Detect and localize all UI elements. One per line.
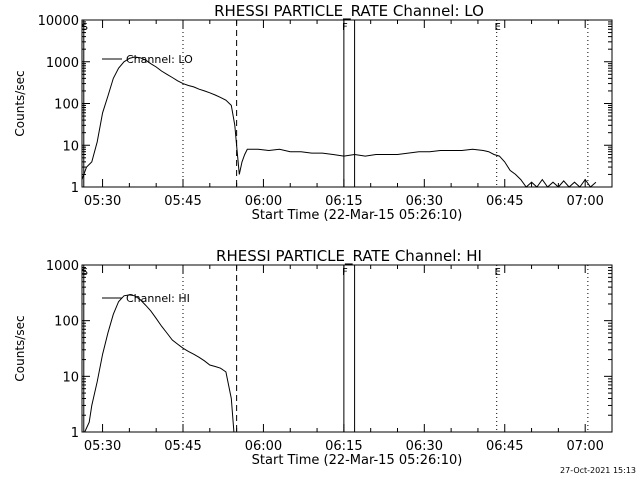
x-tick-label: 07:00: [566, 194, 603, 209]
x-tick-label: 06:45: [486, 439, 523, 454]
x-tick-label: 06:00: [245, 439, 282, 454]
y-tick-label: 1000: [46, 56, 79, 71]
plot-frame: [81, 19, 613, 188]
x-tick-label: 06:30: [406, 439, 443, 454]
event-marker-label: S: [82, 267, 88, 278]
x-tick-label: 05:30: [84, 439, 121, 454]
y-axis-label: Counts/sec: [13, 70, 27, 136]
series-line: [84, 294, 235, 433]
plot-frame: [81, 264, 613, 433]
event-marker-label: F: [342, 267, 348, 278]
x-tick-label: 06:15: [325, 439, 362, 454]
y-tick-label: 10: [62, 139, 79, 154]
x-tick-label: 06:30: [406, 194, 443, 209]
chart-2: RHESSI PARTICLE_RATE Channel: HI Counts/s…: [13, 247, 613, 468]
x-tick-label: 06:15: [325, 194, 362, 209]
y-tick-label: 1: [71, 426, 79, 441]
footer-timestamp: 27-Oct-2021 15:13: [560, 466, 636, 475]
event-marker-label: E: [495, 267, 501, 278]
y-axis-label: Counts/sec: [13, 315, 27, 381]
y-tick-label: 100: [54, 98, 79, 113]
x-tick-label: 06:00: [245, 194, 282, 209]
series-line: [81, 56, 597, 188]
x-tick-label: 07:00: [566, 439, 603, 454]
chart-title: RHESSI PARTICLE_RATE Channel: HI: [216, 247, 482, 266]
chart-title: RHESSI PARTICLE_RATE Channel: LO: [214, 2, 484, 21]
y-tick-label: 10: [62, 370, 79, 385]
y-tick-label: 10000: [38, 14, 79, 29]
x-tick-label: 05:45: [164, 439, 201, 454]
legend-label: Channel: HI: [126, 292, 190, 305]
x-axis-label: Start Time (22-Mar-15 05:26:10): [252, 453, 463, 468]
event-marker-label: S: [82, 22, 88, 33]
legend-label: Channel: LO: [126, 53, 193, 66]
x-axis-label: Start Time (22-Mar-15 05:26:10): [252, 208, 463, 223]
x-tick-label: 06:45: [486, 194, 523, 209]
event-marker-label: E: [495, 22, 501, 33]
y-tick-label: 1: [71, 181, 79, 196]
x-tick-label: 05:45: [164, 194, 201, 209]
y-tick-label: 100: [54, 315, 79, 330]
event-marker-label: F: [342, 22, 348, 33]
y-tick-label: 1000: [46, 259, 79, 274]
x-tick-label: 05:30: [84, 194, 121, 209]
chart-1: RHESSI PARTICLE_RATE Channel: LO Counts/s…: [13, 2, 613, 223]
